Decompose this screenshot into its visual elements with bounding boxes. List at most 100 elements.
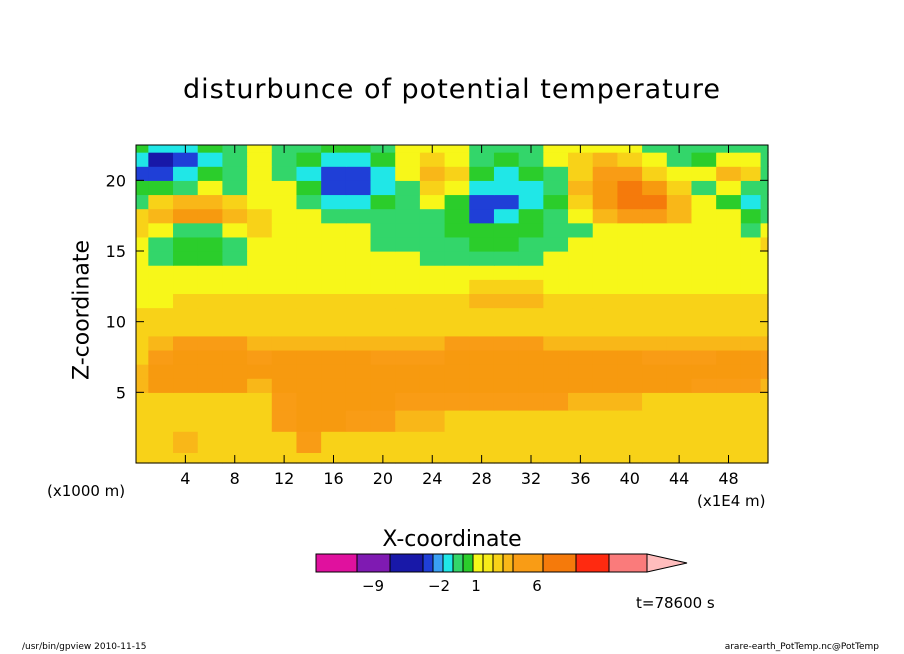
colorbar-swatch [608, 553, 648, 573]
field-cell [173, 410, 199, 432]
field-cell [760, 166, 769, 181]
field-cell [568, 364, 594, 379]
x-tick-label: 36 [570, 469, 590, 488]
field-cell [136, 194, 149, 210]
field-cell [642, 431, 668, 453]
field-cell [444, 378, 470, 393]
field-cell [716, 307, 742, 323]
field-cell [740, 293, 762, 309]
x-axis-label: X-coordinate [382, 527, 522, 552]
field-cell [444, 335, 470, 351]
field-cell [296, 307, 322, 323]
field-cell [395, 392, 421, 411]
field-cell [518, 307, 544, 323]
y-tick-label: 10 [106, 313, 126, 332]
field-cell [568, 293, 594, 309]
field-cell [222, 251, 248, 266]
field-cell [666, 378, 693, 393]
field-cell [222, 222, 248, 238]
field-cell [493, 364, 520, 379]
field-cell [444, 410, 470, 432]
field-cell [617, 392, 643, 411]
field-cell [345, 251, 372, 266]
field-cell [222, 410, 248, 432]
field-cell [197, 236, 224, 252]
field-cell [271, 265, 298, 280]
field-cell [691, 364, 717, 379]
field-cell [321, 335, 347, 351]
field-cell [136, 236, 149, 252]
field-cell [592, 452, 619, 464]
field-cell [136, 180, 149, 196]
field-cell [666, 410, 693, 432]
plot-frame [135, 144, 769, 464]
field-cell [296, 392, 322, 411]
field-cell [760, 152, 769, 167]
field-cell [197, 431, 224, 453]
colorbar-swatch [442, 553, 454, 573]
field-cell [148, 208, 174, 224]
field-cell [370, 152, 396, 167]
field-cell [666, 349, 693, 365]
field-cell [345, 307, 372, 323]
field-cell [518, 335, 544, 351]
field-cell [173, 335, 199, 351]
field-cell [666, 321, 693, 337]
field-cell [691, 222, 717, 238]
field-cell [136, 431, 149, 453]
field-cell [296, 293, 322, 309]
field-cell [296, 321, 322, 337]
field-cell [642, 251, 668, 266]
field-cell [493, 279, 520, 294]
field-cell [370, 364, 396, 379]
field-cell [419, 378, 446, 393]
field-cell [740, 335, 762, 351]
field-cell [568, 349, 594, 365]
field-cell [543, 410, 569, 432]
field-cell [493, 452, 520, 464]
field-cell [136, 452, 149, 464]
field-cell [568, 279, 594, 294]
field-cell [716, 378, 742, 393]
field-cell [247, 392, 273, 411]
field-cell [469, 251, 495, 266]
field-cell [493, 321, 520, 337]
field-cell [642, 293, 668, 309]
field-cell [716, 251, 742, 266]
field-cell [321, 378, 347, 393]
field-cell [136, 208, 149, 224]
x-tick-label: 4 [180, 469, 190, 488]
x-tick-label: 16 [323, 469, 343, 488]
field-cell [419, 166, 446, 181]
field-cell [543, 222, 569, 238]
field-cell [493, 152, 520, 167]
field-cell [592, 208, 619, 224]
field-cell [444, 452, 470, 464]
field-cell [760, 279, 769, 294]
field-cell [617, 293, 643, 309]
field-cell [568, 335, 594, 351]
field-cell [617, 431, 643, 453]
field-cell [469, 321, 495, 337]
field-cell [296, 145, 322, 153]
field-cell [740, 392, 762, 411]
field-cell [444, 265, 470, 280]
field-cell [197, 194, 224, 210]
field-cell [493, 392, 520, 411]
field-cell [321, 152, 347, 167]
field-cell [469, 392, 495, 411]
field-cell [691, 410, 717, 432]
field-cell [197, 222, 224, 238]
field-cell [716, 180, 742, 196]
field-cell [716, 392, 742, 411]
field-cell [345, 152, 372, 167]
field-cell [321, 166, 347, 181]
x-tick-label: 44 [669, 469, 689, 488]
field-cell [691, 279, 717, 294]
field-cell [716, 364, 742, 379]
field-cell [419, 194, 446, 210]
colorbar-label: −2 [428, 577, 450, 595]
field-cell [395, 265, 421, 280]
field-cell [543, 364, 569, 379]
field-cell [395, 222, 421, 238]
